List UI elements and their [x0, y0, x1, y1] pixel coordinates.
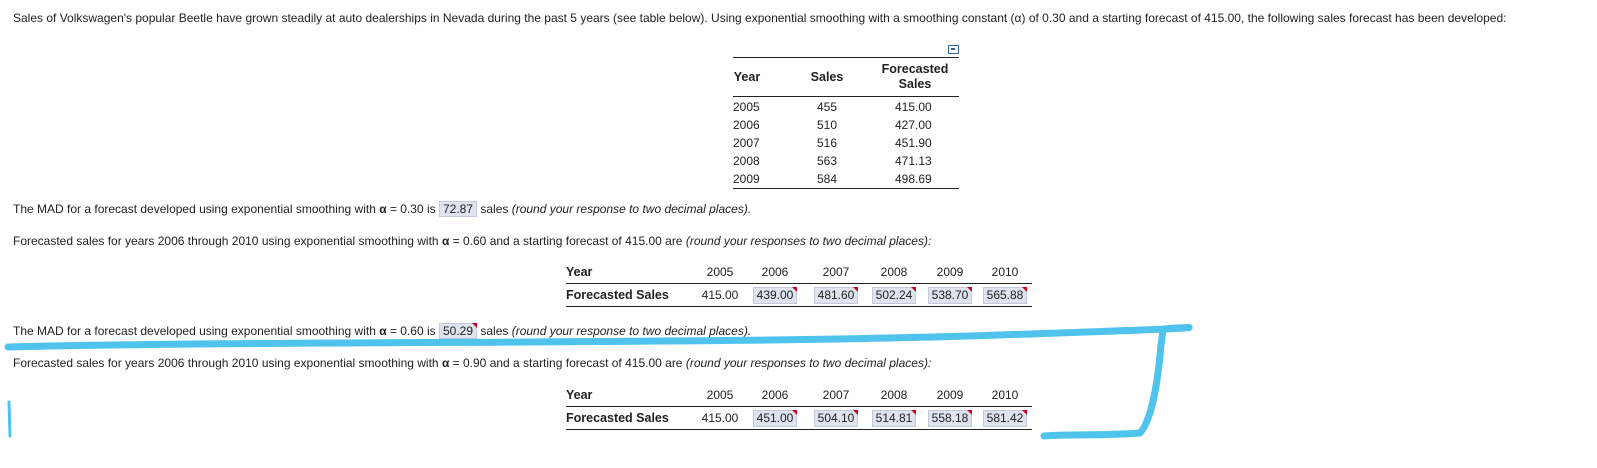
answer-forecast-value[interactable]: 565.88	[982, 287, 1028, 304]
answer-forecast-value[interactable]: 558.18	[927, 410, 973, 427]
q3-text-mid: = 0.60 is	[386, 324, 439, 338]
q4-note: (round your responses to two decimal pla…	[685, 356, 932, 370]
marker-stroke-left	[7, 400, 12, 438]
q3-text-post: sales	[477, 324, 512, 338]
q1-text-mid: = 0.30 is	[386, 202, 439, 216]
intro-text: Sales of Volkswagen's popular Beetle hav…	[13, 11, 1507, 25]
sales-table: Year Sales Forecasted Sales 2005 455 415…	[733, 57, 959, 189]
year-cell: 2009	[936, 388, 964, 402]
table-row: 2008 563 471.13	[733, 152, 959, 170]
question-mad-030: The MAD for a forecast developed using e…	[13, 201, 751, 217]
cell-forecast: 471.13	[895, 154, 932, 168]
q3-text-pre: The MAD for a forecast developed using e…	[13, 324, 380, 338]
header-forecast-line1: Forecasted	[881, 62, 949, 76]
answer-forecast-value[interactable]: 504.10	[813, 410, 859, 427]
year-row: Year 2005 2006 2007 2008 2009 2010	[566, 261, 1032, 284]
forecast-table-090: Year 2005 2006 2007 2008 2009 2010 Forec…	[566, 384, 1032, 430]
q1-note: (round your response to two decimal plac…	[511, 202, 752, 216]
question-forecast-060: Forecasted sales for years 2006 through …	[13, 233, 931, 249]
year-cell: 2007	[822, 388, 850, 402]
year-cell: 2008	[880, 388, 908, 402]
print-icon[interactable]	[948, 45, 959, 54]
forecast-value: 415.00	[701, 288, 739, 302]
cell-year: 2008	[733, 154, 760, 168]
answer-mad-060[interactable]: 50.29	[438, 323, 478, 339]
alpha-symbol: α	[379, 324, 387, 338]
cell-sales: 584	[817, 172, 838, 186]
forecast-label: Forecasted Sales	[566, 411, 669, 425]
year-cell: 2006	[761, 265, 789, 279]
cell-forecast: 498.69	[895, 172, 932, 186]
forecast-row: Forecasted Sales 415.00 451.00 504.10 51…	[566, 407, 1032, 430]
cell-sales: 510	[817, 118, 838, 132]
cell-sales: 516	[817, 136, 838, 150]
cell-sales: 563	[817, 154, 838, 168]
header-forecast: Forecasted Sales	[879, 62, 951, 92]
alpha-symbol: α	[441, 234, 450, 248]
answer-forecast-value[interactable]: 451.00	[752, 410, 798, 427]
q3-note: (round your response to two decimal plac…	[511, 324, 752, 338]
year-cell: 2010	[991, 265, 1019, 279]
cell-year: 2007	[733, 136, 760, 150]
year-cell: 2009	[936, 265, 964, 279]
answer-forecast-value[interactable]: 581.42	[982, 410, 1028, 427]
header-sales: Sales	[810, 70, 844, 84]
year-cell: 2007	[822, 265, 850, 279]
sales-table-header: Year Sales Forecasted Sales	[733, 57, 959, 97]
forecast-table-060: Year 2005 2006 2007 2008 2009 2010 Forec…	[566, 261, 1032, 307]
q4-text-mid: = 0.90 and a starting forecast of 415.00…	[449, 356, 686, 370]
alpha-symbol: α	[379, 202, 387, 216]
year-cell: 2005	[706, 388, 734, 402]
answer-forecast-value[interactable]: 502.24	[871, 287, 917, 304]
q2-note: (round your responses to two decimal pla…	[685, 234, 932, 248]
cell-forecast: 427.00	[895, 118, 932, 132]
year-cell: 2006	[761, 388, 789, 402]
cell-sales: 455	[817, 100, 838, 114]
cell-year: 2005	[733, 100, 760, 114]
year-label: Year	[566, 265, 593, 279]
q4-text-pre: Forecasted sales for years 2006 through …	[13, 356, 442, 370]
question-mad-060: The MAD for a forecast developed using e…	[13, 323, 751, 339]
question-forecast-090: Forecasted sales for years 2006 through …	[13, 355, 931, 371]
header-year: Year	[733, 70, 761, 84]
year-row: Year 2005 2006 2007 2008 2009 2010	[566, 384, 1032, 407]
table-row: 2005 455 415.00	[733, 98, 959, 116]
table-row: 2007 516 451.90	[733, 134, 959, 152]
answer-forecast-value[interactable]: 514.81	[871, 410, 917, 427]
q2-text-mid: = 0.60 and a starting forecast of 415.00…	[449, 234, 686, 248]
cell-year: 2006	[733, 118, 760, 132]
year-cell: 2008	[880, 265, 908, 279]
year-cell: 2005	[706, 265, 734, 279]
table-row: 2006 510 427.00	[733, 116, 959, 134]
year-cell: 2010	[991, 388, 1019, 402]
cell-forecast: 451.90	[895, 136, 932, 150]
header-forecast-line2: Sales	[898, 77, 932, 91]
answer-forecast-value[interactable]: 481.60	[813, 287, 859, 304]
q1-text-pre: The MAD for a forecast developed using e…	[13, 202, 380, 216]
q1-text-post: sales	[477, 202, 512, 216]
table-row: 2009 584 498.69	[733, 170, 959, 189]
cell-year: 2009	[733, 172, 760, 186]
forecast-label: Forecasted Sales	[566, 288, 669, 302]
forecast-value: 415.00	[701, 411, 739, 425]
answer-mad-030[interactable]: 72.87	[438, 201, 478, 217]
year-label: Year	[566, 388, 593, 402]
cell-forecast: 415.00	[895, 100, 932, 114]
q2-text-pre: Forecasted sales for years 2006 through …	[13, 234, 442, 248]
answer-forecast-value[interactable]: 439.00	[752, 287, 798, 304]
forecast-row: Forecasted Sales 415.00 439.00 481.60 50…	[566, 284, 1032, 307]
answer-forecast-value[interactable]: 538.70	[927, 287, 973, 304]
